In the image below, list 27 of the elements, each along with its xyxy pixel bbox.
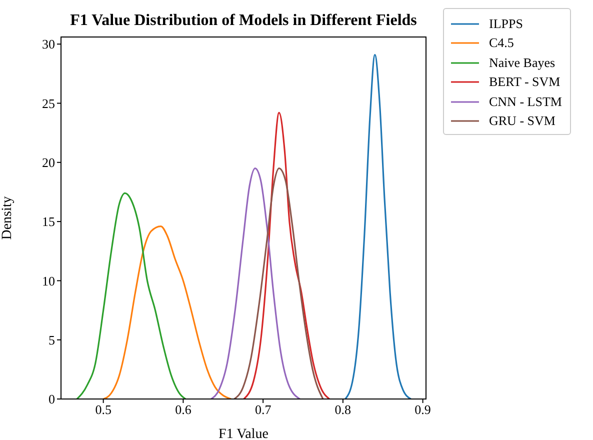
y-tick-label: 20 (42, 155, 55, 170)
y-tick-label: 25 (42, 96, 55, 111)
y-tick-label: 5 (48, 332, 55, 348)
legend-label: C4.5 (489, 35, 514, 52)
legend-label: CNN - LSTM (489, 94, 562, 110)
legend-label: BERT - SVM (489, 74, 560, 90)
y-tick-label: 10 (42, 273, 55, 288)
x-tick-label: 0.8 (334, 402, 352, 418)
y-tick-label: 0 (48, 392, 55, 407)
y-tick-label: 15 (42, 214, 55, 230)
x-tick-label: 0.7 (254, 402, 272, 418)
y-axis-title: Density (0, 196, 15, 240)
line-series (234, 168, 324, 399)
x-tick-label: 0.6 (175, 402, 192, 418)
x-tick-label: 0.5 (95, 402, 112, 418)
legend-label: ILPPS (489, 16, 523, 32)
y-tick-label: 30 (42, 36, 55, 52)
line-series (344, 54, 412, 399)
x-axis-title: F1 Value (218, 427, 268, 440)
line-series (76, 192, 186, 399)
legend-label: Naive Bayes (489, 54, 556, 71)
chart-title: F1 Value Distribution of Models in Different Fields (69, 12, 418, 30)
legend-label: GRU - SVM (489, 113, 556, 130)
x-tick-label: 0.9 (414, 402, 431, 418)
line-series (102, 225, 232, 399)
line-series (243, 112, 330, 399)
line-series (210, 168, 301, 399)
